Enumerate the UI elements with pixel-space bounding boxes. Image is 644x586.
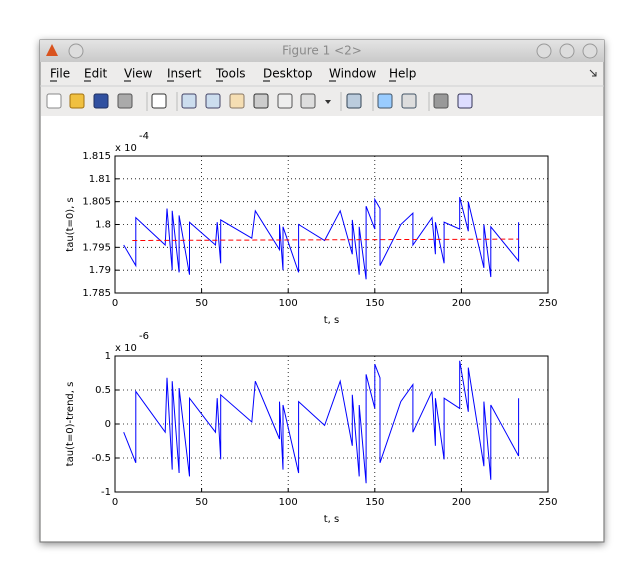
toolbar-button[interactable] [205, 93, 221, 109]
data-line [132, 238, 519, 241]
y-tick-label: 1.8 [95, 220, 111, 231]
y-tick-label: 1.785 [82, 288, 111, 299]
window-title: Figure 1 <2> [282, 44, 362, 58]
exponent-power: -4 [139, 131, 149, 142]
toolbar-button[interactable] [46, 93, 62, 109]
x-tick-label: 0 [112, 497, 118, 508]
x-tick-label: 250 [538, 298, 557, 309]
menu-item[interactable]: Help [389, 67, 416, 81]
x-tick-label: 100 [279, 298, 298, 309]
menu-bar: File Edit View Insert Tools Desktop Window Help [50, 67, 416, 82]
title-button[interactable] [68, 43, 84, 59]
x-tick-label: 200 [452, 497, 471, 508]
x-tick-label: 150 [365, 497, 384, 508]
x-tick-label: 0 [112, 298, 118, 309]
matlab-icon [46, 44, 58, 56]
y-tick-label: 1.795 [82, 242, 111, 253]
exponent-base: x 10 [115, 143, 137, 154]
x-axis-label: t, s [324, 514, 340, 525]
y-tick-label: -0.5 [91, 453, 111, 464]
data-line [123, 196, 520, 280]
toolbar-button[interactable] [377, 93, 393, 109]
y-tick-label: 1.805 [82, 197, 111, 208]
x-tick-label: 50 [195, 497, 208, 508]
y-tick-label: -1 [101, 487, 111, 498]
toolbar-button[interactable] [117, 93, 133, 109]
y-axis-label: tau(t=0)-trend, s [65, 382, 76, 467]
toolbar-button[interactable] [433, 93, 449, 109]
toolbar-button[interactable] [401, 93, 417, 109]
minimize-button[interactable] [536, 43, 552, 59]
y-axis-label: tau(t=0), s [65, 197, 76, 251]
y-tick-label: 1.81 [89, 174, 111, 185]
toolbar-button[interactable] [151, 93, 167, 109]
axes: 0 50 100 150 200 250 1.785 1.79 1.795 1.8 1.805 1.8… [65, 131, 558, 326]
menu-item[interactable]: File [50, 67, 70, 81]
toolbar-button[interactable] [93, 93, 109, 109]
toolbar-button[interactable] [69, 93, 85, 109]
y-tick-label: 1.79 [89, 265, 111, 276]
y-tick-label: 0.5 [95, 385, 111, 396]
axes-box [114, 355, 549, 493]
toolbar-button[interactable] [253, 93, 269, 109]
maximize-button[interactable] [559, 43, 575, 59]
toolbar-button[interactable] [181, 93, 197, 109]
data-line [123, 360, 520, 484]
toolbar-button[interactable] [300, 93, 316, 109]
dropdown-arrow[interactable] [325, 100, 331, 104]
x-tick-label: 50 [195, 298, 208, 309]
y-tick-label: 1.815 [82, 151, 111, 162]
toolbar-button[interactable] [277, 93, 293, 109]
x-tick-label: 250 [538, 497, 557, 508]
menu-item[interactable]: Window [329, 67, 377, 81]
toolbar-button[interactable] [457, 93, 473, 109]
x-tick-label: 150 [365, 298, 384, 309]
exponent-base: x 10 [115, 343, 137, 354]
menu-item[interactable]: Tools [215, 67, 246, 81]
exponent-power: -6 [139, 331, 149, 342]
x-axis-label: t, s [324, 315, 340, 326]
y-tick-label: 0 [105, 419, 111, 430]
axes: 0 50 100 150 200 250 -1 -0.5 0 0.5 1 x 10-6 t, s tau(… [65, 331, 558, 525]
y-tick-label: 1 [105, 351, 111, 362]
menu-item[interactable]: View [124, 67, 153, 81]
title-bar [40, 40, 604, 62]
close-button[interactable] [582, 43, 598, 59]
menu-item[interactable]: Insert [167, 67, 202, 81]
toolbar-button[interactable] [229, 93, 245, 109]
x-tick-label: 100 [279, 497, 298, 508]
x-tick-label: 200 [452, 298, 471, 309]
toolbar [46, 92, 473, 111]
toolbar-button[interactable] [346, 93, 362, 109]
menu-item[interactable]: Desktop [263, 67, 313, 81]
menu-item[interactable]: Edit [84, 67, 108, 81]
dock-arrow[interactable] [589, 69, 597, 77]
axes-box [114, 155, 549, 294]
